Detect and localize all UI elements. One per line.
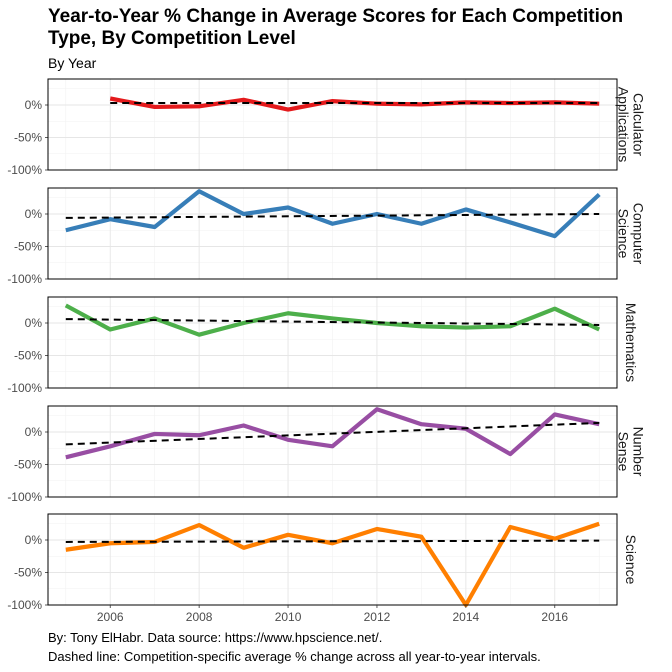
- y-tick-label: -100%: [7, 272, 42, 286]
- trend-line: [65, 539, 600, 543]
- facet-label-line: Sense: [616, 432, 632, 472]
- facet-label: Mathematics: [623, 303, 639, 382]
- facet-label-line: Science: [616, 209, 632, 259]
- y-tick-label: -50%: [14, 349, 42, 363]
- panel-border: [47, 513, 618, 606]
- facet-label: Science: [623, 535, 639, 585]
- x-tick-label: 2008: [186, 610, 213, 624]
- facet-panel: 0% -50% -100% NumberSense: [7, 405, 647, 504]
- panel-border: [47, 405, 618, 498]
- facet-panel: 0% -50% -100% Science: [7, 513, 639, 612]
- y-tick-label: -100%: [7, 598, 42, 612]
- chart-title: Year-to-Year % Change in Average Scores …: [48, 6, 624, 49]
- y-tick-label: -100%: [7, 163, 42, 177]
- caption-note: Dashed line: Competition-specific averag…: [48, 649, 541, 664]
- y-tick-label: 0%: [25, 98, 43, 112]
- y-tick-label: 0%: [25, 425, 43, 439]
- facet-label: CalculatorApplications: [616, 87, 647, 163]
- facet-panel: 0% -50% -100% Mathematics: [7, 296, 639, 395]
- panel-border: [47, 78, 618, 171]
- trend-line: [65, 421, 600, 446]
- y-tick-label: -100%: [7, 381, 42, 395]
- y-tick-label: 0%: [25, 207, 43, 221]
- facet-panel: 0% -50% -100% CalculatorApplications: [7, 78, 647, 177]
- facet-label: ComputerScience: [616, 203, 647, 265]
- y-tick-label: 0%: [25, 533, 43, 547]
- series-line: [65, 407, 600, 460]
- x-tick-label: 2014: [453, 610, 480, 624]
- panel-border: [47, 296, 618, 389]
- y-tick-label: 0%: [25, 316, 43, 330]
- x-tick-label: 2016: [541, 610, 568, 624]
- y-tick-label: -50%: [14, 240, 42, 254]
- series-line: [65, 189, 601, 239]
- trend-line: [65, 213, 600, 219]
- panel-border: [47, 187, 618, 280]
- facet-label-line: Calculator: [631, 93, 647, 156]
- facet-label-line: Applications: [616, 87, 632, 163]
- facet-label-line: Number: [631, 427, 647, 477]
- caption-source: By: Tony ElHabr. Data source: https://ww…: [48, 630, 383, 645]
- y-tick-label: -50%: [14, 131, 42, 145]
- y-tick-label: -50%: [14, 566, 42, 580]
- x-tick-label: 2010: [275, 610, 302, 624]
- facet-label-line: Computer: [631, 203, 647, 265]
- y-tick-label: -100%: [7, 490, 42, 504]
- chart-subtitle: By Year: [48, 55, 97, 71]
- trend-line: [65, 318, 600, 326]
- x-tick-label: 2012: [364, 610, 391, 624]
- facet-label-line: Science: [623, 535, 639, 585]
- facet-label-line: Mathematics: [623, 303, 639, 382]
- y-tick-label: -50%: [14, 458, 42, 472]
- facet-label: NumberSense: [616, 427, 647, 477]
- series-line: [64, 303, 601, 337]
- facet-panel: 0% -50% -100% ComputerScience: [7, 187, 647, 286]
- x-tick-label: 2006: [97, 610, 124, 624]
